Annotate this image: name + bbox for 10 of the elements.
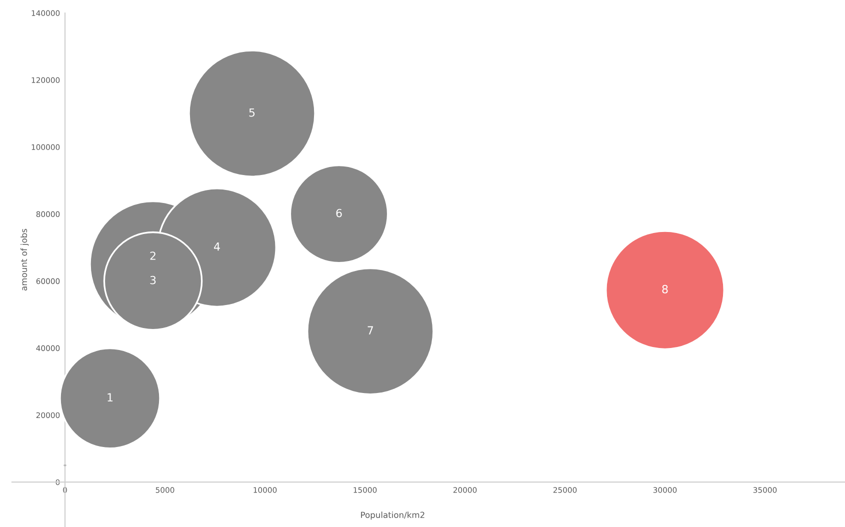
annotation: 6 bbox=[336, 208, 342, 218]
x-axis-title: Population/km2 bbox=[361, 512, 424, 520]
annotation: 4 bbox=[214, 242, 220, 251]
annotation: 7 bbox=[368, 326, 373, 334]
annotation: 3 bbox=[150, 276, 156, 284]
annotation: 1 bbox=[108, 393, 113, 402]
annotation: 2 bbox=[150, 252, 156, 260]
y-axis-title: amount of jobs bbox=[20, 228, 29, 290]
annotation: 5 bbox=[249, 108, 255, 117]
annotation: 8 bbox=[662, 284, 668, 294]
